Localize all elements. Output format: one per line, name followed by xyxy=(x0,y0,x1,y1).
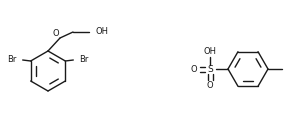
Text: OH: OH xyxy=(204,47,217,57)
Text: OH: OH xyxy=(95,27,108,37)
Text: O: O xyxy=(53,30,59,38)
Text: Br: Br xyxy=(79,55,89,64)
Text: Br: Br xyxy=(7,55,17,64)
Text: O: O xyxy=(207,80,213,90)
Text: O: O xyxy=(191,64,197,74)
Text: S: S xyxy=(207,64,213,74)
